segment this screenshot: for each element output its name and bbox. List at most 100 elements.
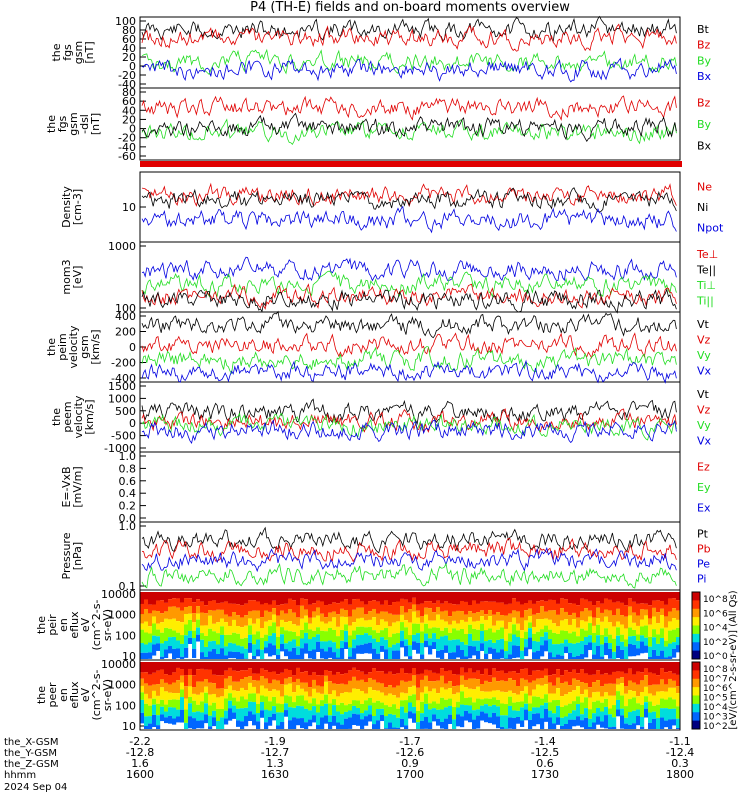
ylabel-peer: eV [79, 687, 92, 702]
ytick-label: 1000 [108, 609, 136, 622]
spectrogram-cell [312, 706, 317, 716]
legend-Bz: Bz [697, 39, 711, 52]
spectrogram-cell [360, 719, 365, 729]
spectrogram-cell [596, 618, 601, 625]
spectrogram-cell [368, 619, 373, 628]
spectrogram-cell [576, 617, 581, 628]
spectrogram-cell [232, 592, 237, 604]
spectrogram-cell [284, 710, 289, 717]
spectrogram-cell [160, 687, 165, 700]
spectrogram-cell [316, 634, 321, 642]
spectrogram-cell [672, 687, 677, 700]
spectrogram-cell [384, 695, 389, 706]
spectrogram-cell [604, 662, 609, 674]
spectrogram-cell [404, 673, 409, 682]
spectrogram-cell [308, 687, 313, 697]
spectrogram-cell [320, 662, 325, 676]
spectrogram-cell [444, 683, 449, 690]
spectrogram-cell [372, 617, 377, 631]
spectrogram-cell [192, 613, 197, 623]
spectrogram-cell [628, 592, 633, 599]
spectrogram-cell [204, 625, 209, 636]
spectrogram-cell [396, 685, 401, 698]
ytick-label: -60 [118, 150, 136, 163]
spectrogram-cell [656, 592, 661, 601]
spectrogram-cell [176, 621, 181, 633]
spectrogram-cell [348, 625, 353, 636]
spectrogram-cell [168, 628, 173, 638]
spectrogram-cell [576, 686, 581, 697]
spectrogram-cell [564, 646, 569, 654]
spectrogram-cell [320, 630, 325, 642]
spectrogram-cell [488, 682, 493, 692]
spectrogram-cell [516, 637, 521, 646]
series-peem-green [141, 412, 677, 441]
spectrogram-cell [556, 644, 561, 655]
spectrogram-cell [400, 641, 405, 648]
spectrogram-cell [240, 653, 245, 659]
spectrogram-cell [308, 623, 313, 630]
ytick-label: 100 [115, 629, 136, 642]
spectrogram-cell [160, 613, 165, 623]
spectrogram-cell [376, 690, 381, 701]
series-density-red [141, 182, 677, 208]
spectrogram-cell [564, 670, 569, 682]
spectrogram-cell [592, 701, 597, 714]
spectrogram-cell [524, 709, 529, 721]
spectrogram-cell [520, 592, 525, 605]
spectrogram-cell [320, 641, 325, 649]
spectrogram-cell [384, 628, 389, 640]
spectrogram-cell [336, 672, 341, 685]
spectrogram-cell [584, 673, 589, 684]
spectrogram-cell [228, 592, 233, 604]
spectrogram-cell [596, 607, 601, 619]
spectrogram-cell [472, 621, 477, 629]
spectrogram-cell [360, 592, 365, 602]
spectrogram-cell [428, 662, 433, 671]
spectrogram-cell [300, 638, 305, 649]
spectrogram-cell [196, 720, 201, 729]
spectrogram-cell [380, 702, 385, 709]
spectrogram-cell [536, 696, 541, 708]
spectrogram-cell [436, 614, 441, 628]
spectrogram-cell [208, 592, 213, 602]
spectrogram-cell [468, 678, 473, 689]
spectrogram-cell [208, 610, 213, 616]
spectrogram-cell [572, 631, 577, 644]
spectrogram-cell [404, 681, 409, 694]
spectrogram-cell [400, 630, 405, 642]
spectrogram-cell [208, 715, 213, 727]
spectrogram-cell [228, 662, 233, 668]
spectrogram-cell [180, 610, 185, 623]
spectrogram-cell [208, 615, 213, 629]
spectrogram-cell [284, 613, 289, 623]
spectrogram-cell [488, 601, 493, 611]
spectrogram-cell [292, 717, 297, 729]
spectrogram-cell [500, 703, 505, 716]
spectrogram-cell [640, 592, 645, 604]
spectrogram-cell [544, 684, 549, 695]
spectrogram-cell [280, 610, 285, 620]
xaxis-row-label: the_Y-GSM [4, 748, 57, 759]
spectrogram-cell [340, 629, 345, 641]
spectrogram-cell [540, 629, 545, 637]
spectrogram-cell [328, 621, 333, 628]
spectrogram-cell [448, 705, 453, 715]
colorbar-peir-band [692, 608, 700, 618]
spectrogram-cell [352, 688, 357, 701]
spectrogram-cell [300, 688, 305, 696]
spectrogram-cell [384, 639, 389, 650]
spectrogram-cell [488, 675, 493, 683]
spectrogram-cell [364, 592, 369, 605]
spectrogram-cell [488, 592, 493, 602]
spectrogram-cell [472, 702, 477, 711]
spectrogram-cell [264, 610, 269, 622]
spectrogram-cell [428, 722, 433, 729]
spectrogram-cell [480, 691, 485, 700]
colorbar-peer-tick: 10^2 [703, 722, 728, 732]
colorbar-peer-band [692, 662, 700, 671]
spectrogram-cell [180, 656, 185, 659]
spectrogram-cell [668, 671, 673, 679]
spectrogram-cell [244, 625, 249, 638]
series-peem-blue [141, 419, 677, 444]
